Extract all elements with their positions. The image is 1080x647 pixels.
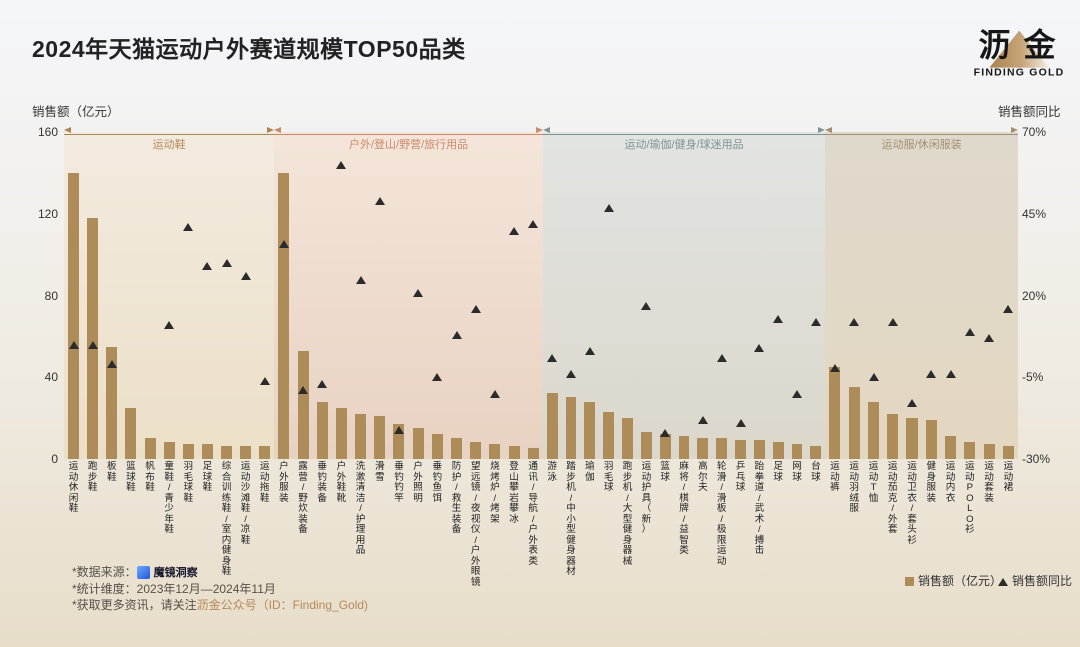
svg-text:FINDING GOLD: FINDING GOLD	[974, 67, 1065, 79]
svg-text:沥 金: 沥 金	[979, 27, 1058, 63]
